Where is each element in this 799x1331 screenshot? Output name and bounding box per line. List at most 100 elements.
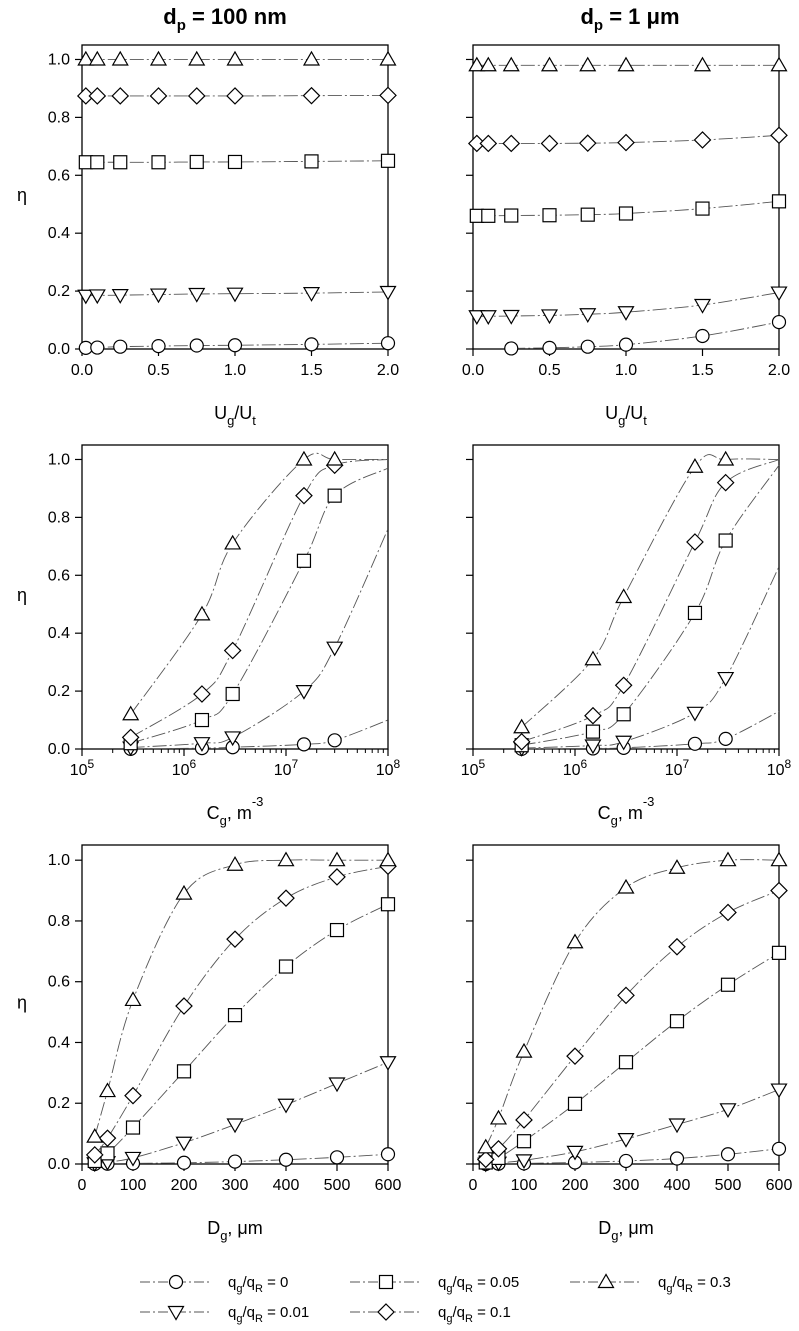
series-s01 (468, 286, 788, 325)
data-point (326, 641, 344, 657)
data-point (124, 1151, 142, 1167)
data-point (686, 458, 704, 473)
data-point (617, 878, 635, 894)
data-point (578, 134, 597, 152)
data-point (617, 133, 635, 152)
series-line (485, 890, 780, 1160)
data-point (479, 310, 497, 325)
data-point (481, 208, 496, 223)
legend-label: qg/qR = 0.3 (658, 1274, 731, 1295)
legend-label: qg/qR = 0.1 (438, 1304, 511, 1325)
series-line (94, 1061, 389, 1164)
data-point (502, 134, 521, 153)
data-point (225, 686, 240, 702)
x-tick-label: 0.0 (71, 362, 93, 379)
data-point (771, 194, 787, 209)
legend-label: qg/qR = 0 (228, 1274, 288, 1295)
y-tick-label: 0.2 (48, 1095, 70, 1112)
series-s01 (122, 528, 389, 757)
data-point (175, 1136, 193, 1152)
data-point (719, 1103, 737, 1119)
series-s05 (78, 153, 396, 170)
series-s01 (513, 566, 780, 757)
data-point (502, 56, 520, 72)
y-tick-label: 0.6 (48, 567, 70, 584)
x-tick-label: 106 (563, 757, 588, 779)
x-tick-label: 0 (469, 1177, 478, 1194)
data-point (668, 859, 686, 874)
data-point (687, 736, 703, 751)
column-title-left: dp = 100 nm (163, 4, 287, 34)
data-point (718, 731, 733, 746)
series-s3 (468, 56, 788, 72)
data-point (695, 328, 710, 344)
data-point (149, 50, 168, 66)
data-point (328, 851, 346, 867)
data-point (224, 534, 242, 550)
x-axis-label: Cg, m-3 (207, 794, 264, 828)
data-point (296, 737, 312, 752)
data-point (479, 56, 497, 72)
x-tick-label: 1.5 (691, 362, 713, 379)
x-tick-label: 0 (78, 1177, 87, 1194)
data-point (122, 705, 140, 721)
data-point (296, 553, 312, 568)
x-tick-label: 2.0 (768, 362, 790, 379)
series-line (94, 859, 388, 1137)
data-point (540, 134, 559, 153)
data-point (716, 473, 735, 492)
series-line (485, 1089, 780, 1165)
y-tick-label: 0.8 (48, 913, 70, 930)
x-tick-label: 108 (376, 757, 401, 779)
x-tick-label: 108 (767, 757, 792, 779)
x-tick-label: 500 (324, 1177, 351, 1194)
data-point (615, 735, 633, 751)
x-axis-label: Ug/Ut (605, 403, 647, 428)
data-point (327, 488, 342, 503)
data-point (277, 851, 295, 867)
x-tick-label: 100 (511, 1177, 538, 1194)
data-point (468, 56, 486, 72)
data-point (584, 739, 602, 755)
data-point (695, 201, 710, 216)
data-point (584, 650, 602, 666)
data-point (718, 533, 733, 548)
series-line (521, 710, 780, 750)
x-tick-label: 600 (766, 1177, 793, 1194)
data-point (770, 881, 788, 900)
data-point (379, 285, 397, 301)
data-point (176, 1155, 192, 1170)
data-point (617, 986, 635, 1005)
data-point (584, 706, 602, 725)
data-point (542, 340, 557, 355)
data-point (327, 733, 342, 748)
y-tick-label: 0.6 (48, 974, 70, 991)
data-point (687, 605, 703, 621)
chart-r2c2: 105 106 107 108 Cg, m-3 (461, 444, 792, 828)
data-point (668, 937, 686, 956)
data-point (194, 712, 210, 728)
data-point (540, 56, 559, 72)
series-s3 (122, 450, 388, 721)
legend-symbol (168, 1274, 184, 1290)
x-tick-label: 105 (461, 757, 486, 779)
y-tick-label: 0.4 (48, 625, 70, 642)
series-line (130, 467, 389, 744)
x-tick-label: 200 (171, 1177, 198, 1194)
series-line (521, 454, 780, 728)
legend-symbol (378, 1274, 394, 1290)
y-tick-label: 0.8 (48, 509, 70, 526)
data-point (227, 1008, 243, 1023)
y-tick-label: 0.6 (48, 167, 70, 184)
series-s01 (86, 1056, 397, 1173)
x-tick-label: 1.0 (224, 362, 246, 379)
y-tick-label: 1.0 (48, 852, 70, 869)
y-tick-label: 0.2 (48, 283, 70, 300)
data-point (579, 308, 597, 323)
data-point (515, 1042, 533, 1058)
data-point (380, 336, 396, 351)
data-point (770, 851, 788, 867)
legend-symbol (377, 1303, 395, 1321)
data-point (693, 56, 712, 72)
data-point (489, 1109, 508, 1125)
